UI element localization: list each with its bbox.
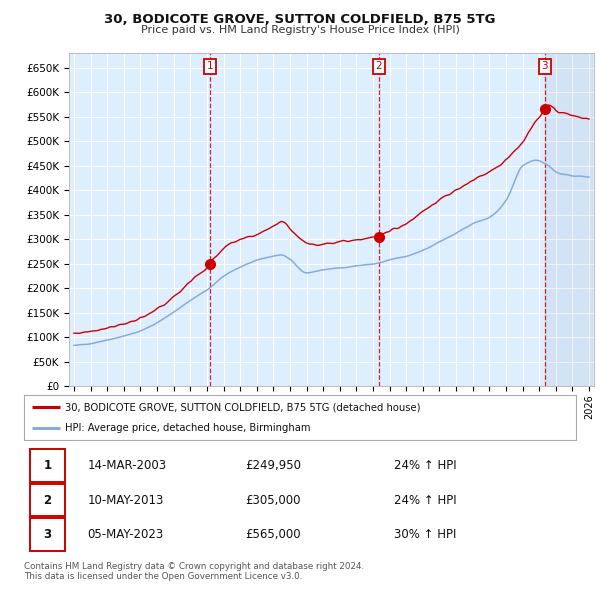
- FancyBboxPatch shape: [29, 519, 65, 550]
- Text: 14-MAR-2003: 14-MAR-2003: [88, 459, 167, 472]
- Text: 3: 3: [43, 528, 52, 541]
- Text: 24% ↑ HPI: 24% ↑ HPI: [394, 459, 457, 472]
- Text: 2: 2: [43, 493, 52, 507]
- Text: 24% ↑ HPI: 24% ↑ HPI: [394, 493, 457, 507]
- Text: 2: 2: [376, 61, 382, 71]
- FancyBboxPatch shape: [29, 484, 65, 516]
- FancyBboxPatch shape: [29, 450, 65, 481]
- Text: 30, BODICOTE GROVE, SUTTON COLDFIELD, B75 5TG (detached house): 30, BODICOTE GROVE, SUTTON COLDFIELD, B7…: [65, 402, 421, 412]
- Text: HPI: Average price, detached house, Birmingham: HPI: Average price, detached house, Birm…: [65, 422, 311, 432]
- Text: £565,000: £565,000: [245, 528, 301, 541]
- Text: 1: 1: [43, 459, 52, 472]
- Text: 10-MAY-2013: 10-MAY-2013: [88, 493, 164, 507]
- Text: £249,950: £249,950: [245, 459, 301, 472]
- Text: Price paid vs. HM Land Registry's House Price Index (HPI): Price paid vs. HM Land Registry's House …: [140, 25, 460, 35]
- Bar: [545, 53, 592, 386]
- Text: 1: 1: [207, 61, 214, 71]
- Text: 3: 3: [542, 61, 548, 71]
- Bar: [545, 53, 592, 386]
- Text: £305,000: £305,000: [245, 493, 301, 507]
- Text: 30, BODICOTE GROVE, SUTTON COLDFIELD, B75 5TG: 30, BODICOTE GROVE, SUTTON COLDFIELD, B7…: [104, 13, 496, 26]
- Text: 05-MAY-2023: 05-MAY-2023: [88, 528, 164, 541]
- Text: 30% ↑ HPI: 30% ↑ HPI: [394, 528, 456, 541]
- Text: Contains HM Land Registry data © Crown copyright and database right 2024.
This d: Contains HM Land Registry data © Crown c…: [24, 562, 364, 581]
